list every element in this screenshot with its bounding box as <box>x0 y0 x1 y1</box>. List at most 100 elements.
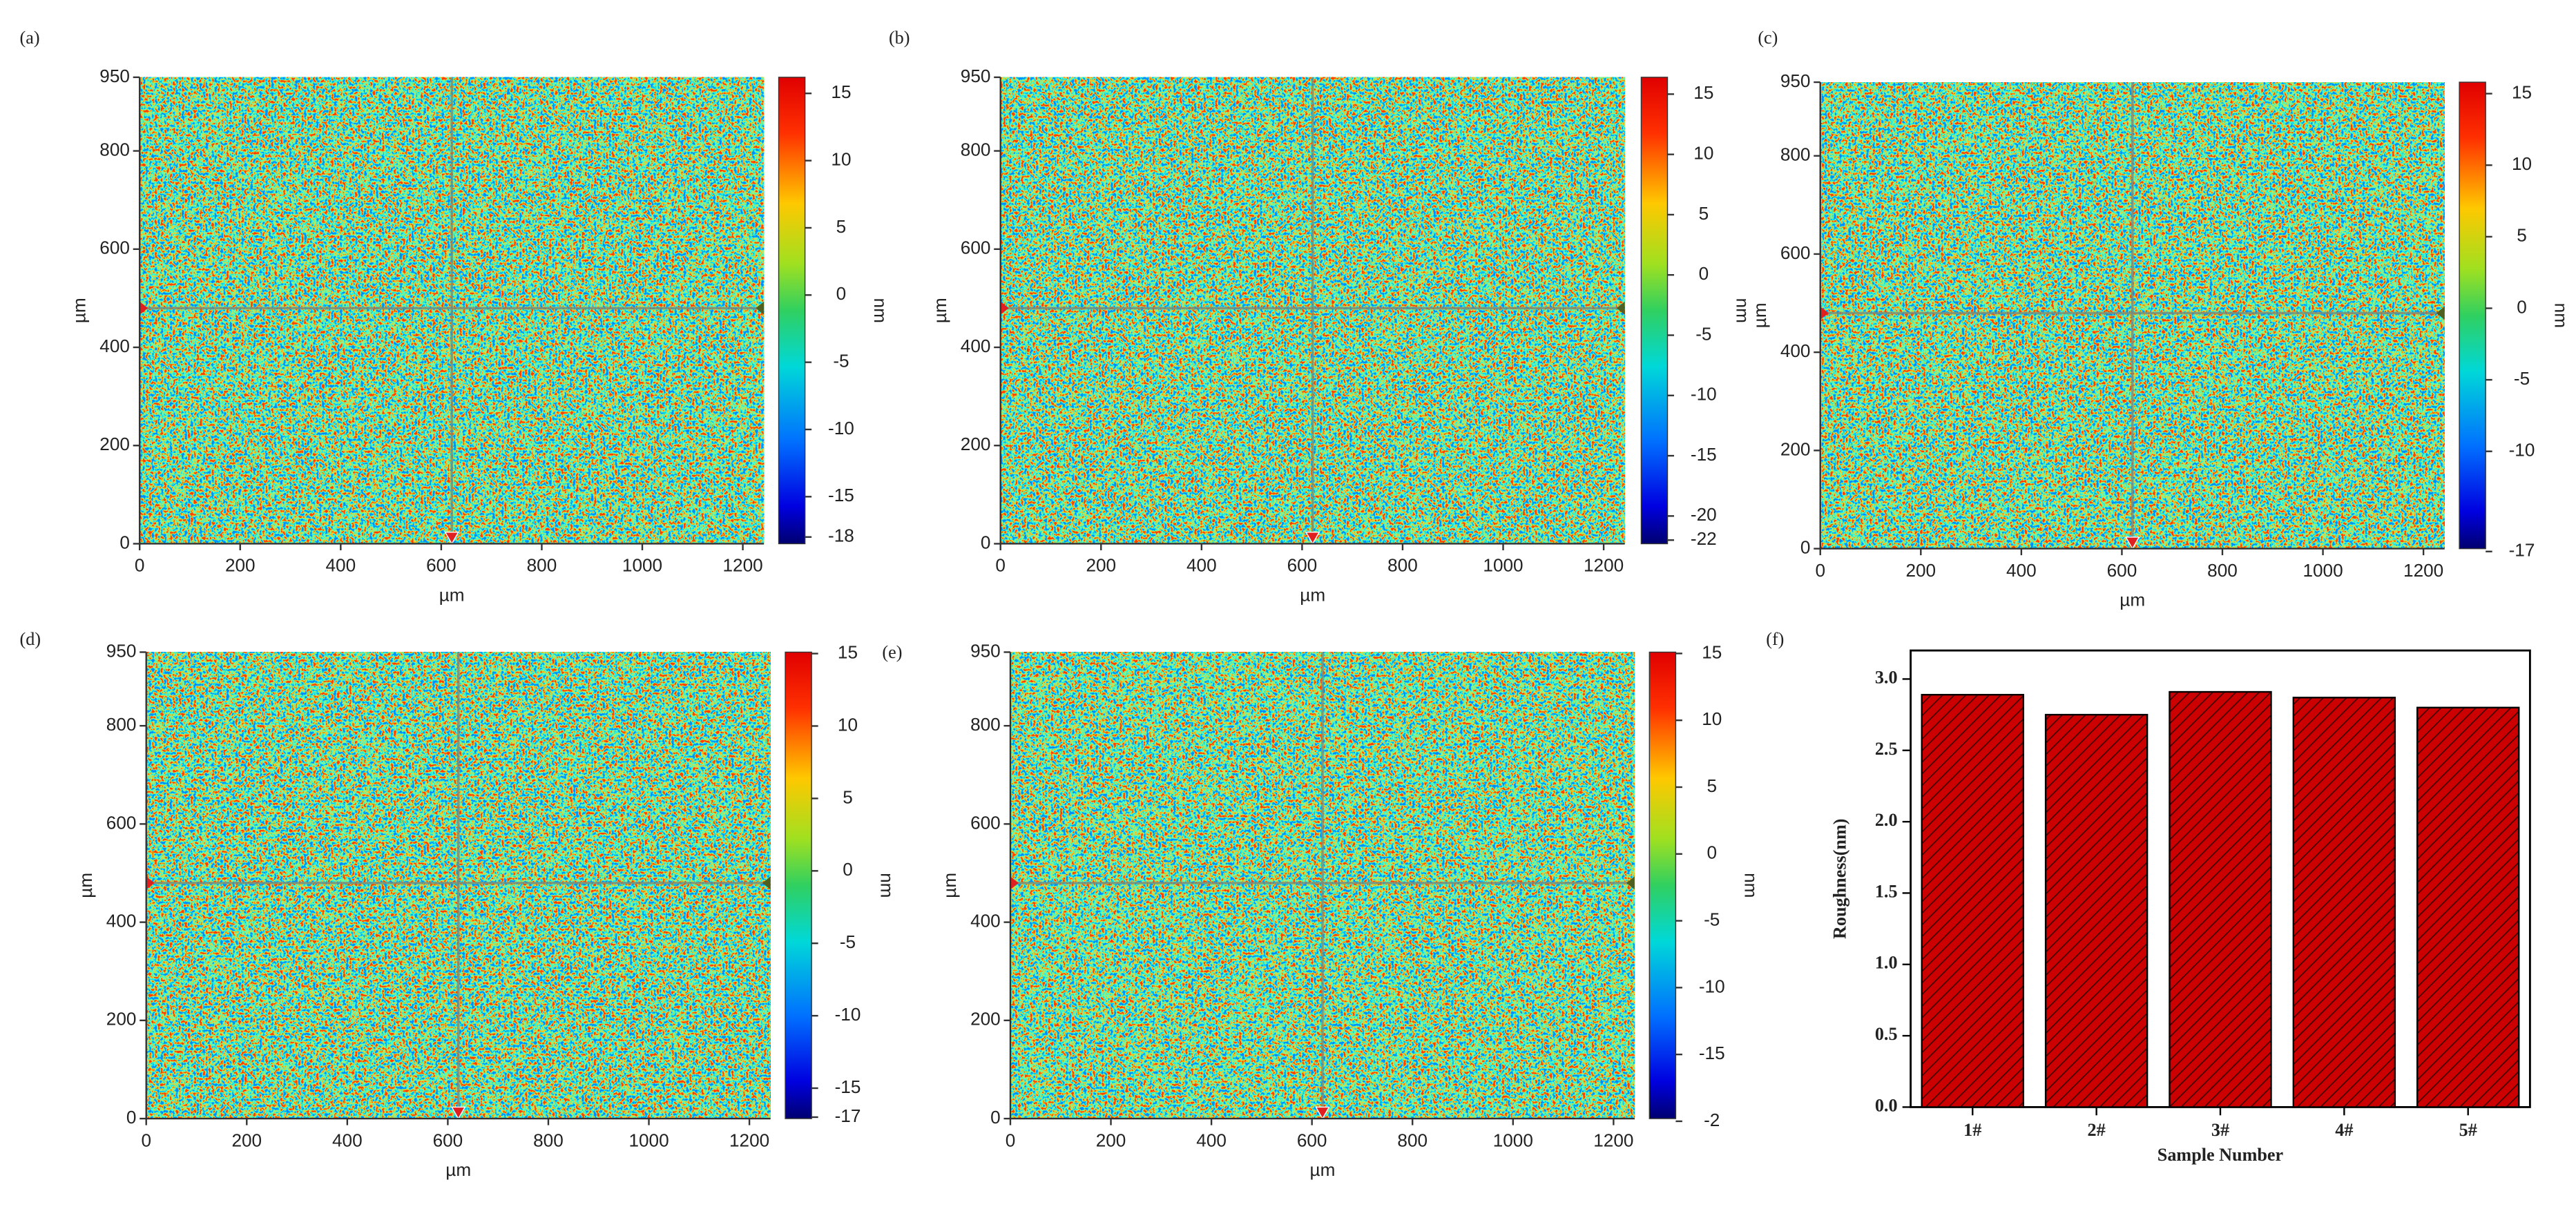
y-tick-label: 400 <box>1780 340 1811 361</box>
bar <box>2416 706 2520 1108</box>
y-tick-label: 200 <box>1780 438 1811 459</box>
colorbar-tick-label: 0 <box>1707 842 1717 863</box>
x-tick-label: 200 <box>1905 560 1936 581</box>
colorbar <box>778 77 806 545</box>
y-tick-label: 0 <box>119 532 130 552</box>
colorbar-tick-label: -22 <box>1691 528 1717 549</box>
colorbar-tick-label: 5 <box>836 216 847 237</box>
colorbar-tick-label: 5 <box>1707 775 1717 796</box>
colorbar-tick-label: 10 <box>831 149 851 170</box>
x-axis-label: µm <box>2120 590 2145 610</box>
colorbar-tick-label: 15 <box>838 641 858 662</box>
cursor-marker <box>1315 1106 1330 1120</box>
y-tick-label: 400 <box>106 911 137 931</box>
cursor-marker <box>146 876 155 890</box>
cursor-marker <box>2436 306 2445 320</box>
cursor-marker <box>450 1106 466 1120</box>
x-tick-label: 1200 <box>722 555 762 576</box>
y-tick-label: 2.0 <box>1875 810 1898 830</box>
colorbar-tick-label: -10 <box>835 1004 861 1025</box>
bar <box>2292 697 2396 1108</box>
colorbar-label: nm <box>1733 298 1753 323</box>
panel-label: (b) <box>889 28 910 48</box>
y-tick-label: 400 <box>99 336 130 356</box>
colorbar-tick-label: 10 <box>838 714 858 735</box>
colorbar <box>1640 77 1669 545</box>
colorbar-tick-label: 5 <box>843 786 853 807</box>
cursor-marker <box>444 532 459 545</box>
x-axis-label: µm <box>1310 1159 1336 1180</box>
panel-label: (e) <box>882 642 902 662</box>
y-tick-label: 600 <box>1780 242 1811 263</box>
cursor-marker <box>756 301 765 315</box>
colorbar-tick-label: 0 <box>2517 296 2527 317</box>
y-tick-label: 1.5 <box>1875 881 1898 901</box>
colorbar-tick-label: 10 <box>1693 143 1713 164</box>
x-axis-label: µm <box>445 1159 471 1180</box>
y-tick-label: 0 <box>990 1107 1001 1128</box>
colorbar-tick-label: 15 <box>1693 82 1713 103</box>
x-tick-label: 200 <box>1086 555 1116 576</box>
colorbar-tick-label: 15 <box>831 81 851 102</box>
colorbar-tick-label: 15 <box>1702 641 1722 662</box>
y-tick-label: 950 <box>970 640 1001 661</box>
y-axis-label: µm <box>930 298 950 323</box>
y-tick-label: 600 <box>99 238 130 258</box>
x-tick-label: 5# <box>2459 1120 2477 1140</box>
y-tick-label: 600 <box>961 238 991 258</box>
y-tick-label: 0.0 <box>1875 1095 1898 1115</box>
y-tick-label: 200 <box>961 434 991 454</box>
x-tick-label: 200 <box>225 555 256 576</box>
x-tick-label: 400 <box>2006 560 2037 581</box>
panel-label: (c) <box>1758 28 1778 48</box>
x-tick-label: 1200 <box>1584 555 1624 576</box>
colorbar <box>1649 651 1677 1119</box>
colorbar-tick-label: 5 <box>1699 203 1709 224</box>
colorbar <box>785 651 812 1119</box>
colorbar-tick-label: -10 <box>1699 976 1725 996</box>
colorbar-label: nm <box>870 298 891 323</box>
y-tick-label: 3.0 <box>1875 667 1898 687</box>
y-tick-label: 2.5 <box>1875 739 1898 759</box>
y-tick-label: 200 <box>106 1009 137 1029</box>
x-tick-label: 600 <box>426 555 456 576</box>
x-tick-label: 200 <box>1096 1130 1126 1150</box>
panel-label: (a) <box>20 28 40 48</box>
colorbar-tick-label: -5 <box>833 351 849 371</box>
x-tick-label: 1000 <box>1483 555 1523 576</box>
colorbar-tick-label: 5 <box>2517 225 2527 246</box>
y-tick-label: 0 <box>981 532 991 552</box>
x-tick-label: 800 <box>1397 1130 1428 1150</box>
colorbar-tick-label: -15 <box>835 1076 861 1097</box>
y-tick-label: 0 <box>126 1107 137 1128</box>
colorbar-tick-label: 0 <box>843 859 853 880</box>
colorbar-tick-label: -10 <box>1691 384 1717 405</box>
bar <box>2044 713 2149 1108</box>
x-tick-label: 4# <box>2335 1120 2353 1140</box>
x-tick-label: 600 <box>433 1130 463 1150</box>
y-tick-label: 0 <box>1800 537 1811 558</box>
x-tick-label: 0 <box>995 555 1006 576</box>
x-tick-label: 0 <box>141 1130 151 1150</box>
x-tick-label: 800 <box>533 1130 564 1150</box>
colorbar-tick-label: -10 <box>828 418 854 438</box>
x-tick-label: 400 <box>1196 1130 1227 1150</box>
x-axis-label: Sample Number <box>2157 1145 2284 1165</box>
colorbar-tick-label: 15 <box>2512 82 2532 103</box>
colorbar-tick-label: 0 <box>1699 263 1709 284</box>
cursor-marker <box>1010 876 1019 890</box>
x-tick-label: 1200 <box>729 1130 769 1150</box>
y-tick-label: 800 <box>1780 144 1811 165</box>
x-tick-label: 1000 <box>2303 560 2343 581</box>
cursor-marker <box>2124 536 2140 550</box>
x-tick-label: 0 <box>1815 560 1825 581</box>
x-tick-label: 600 <box>2107 560 2137 581</box>
colorbar-tick-label: -15 <box>828 485 854 505</box>
x-tick-label: 3# <box>2211 1120 2229 1140</box>
x-tick-label: 0 <box>135 555 145 576</box>
y-axis-label: µm <box>75 873 96 898</box>
y-tick-label: 200 <box>970 1009 1001 1029</box>
colorbar-tick-label: -10 <box>2509 440 2535 461</box>
colorbar-tick-label: -17 <box>835 1105 861 1126</box>
colorbar-label: nm <box>1741 873 1762 898</box>
